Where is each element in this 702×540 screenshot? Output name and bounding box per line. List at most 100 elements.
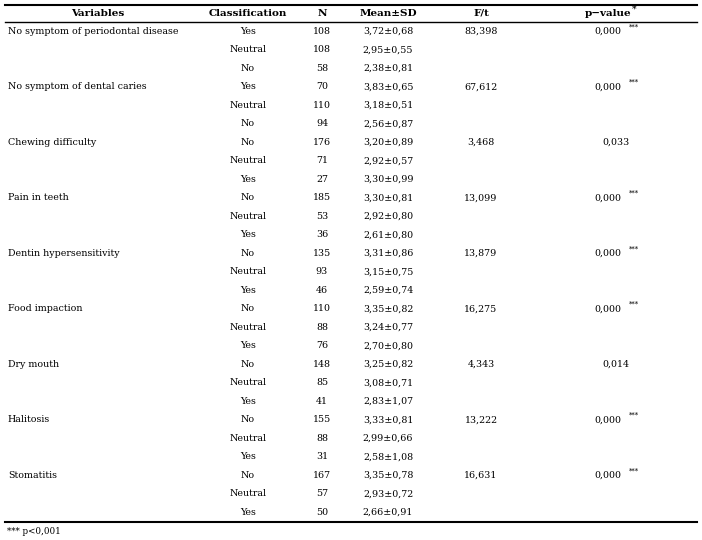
Text: 0,000: 0,000 [595, 471, 621, 480]
Text: 31: 31 [316, 453, 328, 461]
Text: ***: *** [629, 301, 639, 309]
Text: Neutral: Neutral [230, 378, 267, 387]
Text: 88: 88 [316, 434, 328, 443]
Text: No: No [241, 119, 255, 128]
Text: Neutral: Neutral [230, 45, 267, 54]
Text: 3,31±0,86: 3,31±0,86 [363, 249, 413, 258]
Text: 3,20±0,89: 3,20±0,89 [363, 138, 413, 147]
Text: Yes: Yes [240, 27, 256, 36]
Text: ***: *** [629, 23, 639, 31]
Text: Yes: Yes [240, 453, 256, 461]
Text: No: No [241, 415, 255, 424]
Text: 108: 108 [313, 45, 331, 54]
Text: Classification: Classification [208, 9, 287, 18]
Text: 70: 70 [316, 82, 328, 91]
Text: Neutral: Neutral [230, 101, 267, 110]
Text: 16,275: 16,275 [465, 304, 498, 313]
Text: 148: 148 [313, 360, 331, 369]
Text: 13,099: 13,099 [464, 193, 498, 202]
Text: Neutral: Neutral [230, 156, 267, 165]
Text: 3,33±0,81: 3,33±0,81 [363, 415, 413, 424]
Text: 2,70±0,80: 2,70±0,80 [363, 341, 413, 350]
Text: Neutral: Neutral [230, 212, 267, 221]
Text: 3,35±0,82: 3,35±0,82 [363, 304, 413, 313]
Text: 2,93±0,72: 2,93±0,72 [363, 489, 413, 498]
Text: 41: 41 [316, 397, 328, 406]
Text: Yes: Yes [240, 397, 256, 406]
Text: ***: *** [629, 245, 639, 253]
Text: 3,18±0,51: 3,18±0,51 [363, 101, 413, 110]
Text: F/t: F/t [473, 9, 489, 18]
Text: Stomatitis: Stomatitis [8, 471, 57, 480]
Text: 0,000: 0,000 [595, 82, 621, 91]
Text: 0,000: 0,000 [595, 193, 621, 202]
Text: 0,014: 0,014 [602, 360, 630, 369]
Text: Neutral: Neutral [230, 323, 267, 332]
Text: 3,08±0,71: 3,08±0,71 [363, 378, 413, 387]
Text: *** p<0,001: *** p<0,001 [7, 528, 61, 537]
Text: 67,612: 67,612 [465, 82, 498, 91]
Text: 2,99±0,66: 2,99±0,66 [363, 434, 413, 443]
Text: Yes: Yes [240, 175, 256, 184]
Text: 110: 110 [313, 304, 331, 313]
Text: ***: *** [629, 79, 639, 87]
Text: 93: 93 [316, 267, 328, 276]
Text: 2,92±0,57: 2,92±0,57 [363, 156, 413, 165]
Text: 2,95±0,55: 2,95±0,55 [363, 45, 413, 54]
Text: 3,25±0,82: 3,25±0,82 [363, 360, 413, 369]
Text: 0,000: 0,000 [595, 415, 621, 424]
Text: 3,15±0,75: 3,15±0,75 [363, 267, 413, 276]
Text: 36: 36 [316, 230, 328, 239]
Text: 155: 155 [313, 415, 331, 424]
Text: 2,61±0,80: 2,61±0,80 [363, 230, 413, 239]
Text: 3,468: 3,468 [468, 138, 495, 147]
Text: Dentin hypersensitivity: Dentin hypersensitivity [8, 249, 119, 258]
Text: *: * [632, 5, 636, 14]
Text: Yes: Yes [240, 341, 256, 350]
Text: No: No [241, 360, 255, 369]
Text: 2,59±0,74: 2,59±0,74 [363, 286, 413, 295]
Text: Variables: Variables [72, 9, 125, 18]
Text: 13,222: 13,222 [465, 415, 498, 424]
Text: Dry mouth: Dry mouth [8, 360, 59, 369]
Text: N: N [317, 9, 326, 18]
Text: 16,631: 16,631 [464, 471, 498, 480]
Text: 2,56±0,87: 2,56±0,87 [363, 119, 413, 128]
Text: Yes: Yes [240, 82, 256, 91]
Text: 185: 185 [313, 193, 331, 202]
Text: 88: 88 [316, 323, 328, 332]
Text: p−value: p−value [585, 9, 631, 18]
Text: 3,24±0,77: 3,24±0,77 [363, 323, 413, 332]
Text: ***: *** [629, 411, 639, 420]
Text: 50: 50 [316, 508, 328, 517]
Text: No: No [241, 471, 255, 480]
Text: 83,398: 83,398 [464, 27, 498, 36]
Text: No symptom of periodontal disease: No symptom of periodontal disease [8, 27, 178, 36]
Text: 3,83±0,65: 3,83±0,65 [363, 82, 413, 91]
Text: Yes: Yes [240, 508, 256, 517]
Text: 0,000: 0,000 [595, 27, 621, 36]
Text: Chewing difficulty: Chewing difficulty [8, 138, 96, 147]
Text: 3,72±0,68: 3,72±0,68 [363, 27, 413, 36]
Text: Neutral: Neutral [230, 267, 267, 276]
Text: Yes: Yes [240, 230, 256, 239]
Text: No: No [241, 304, 255, 313]
Text: 3,30±0,81: 3,30±0,81 [363, 193, 413, 202]
Text: 110: 110 [313, 101, 331, 110]
Text: 135: 135 [313, 249, 331, 258]
Text: 3,30±0,99: 3,30±0,99 [363, 175, 413, 184]
Text: No: No [241, 64, 255, 73]
Text: Food impaction: Food impaction [8, 304, 83, 313]
Text: 0,000: 0,000 [595, 249, 621, 258]
Text: 85: 85 [316, 378, 328, 387]
Text: 2,92±0,80: 2,92±0,80 [363, 212, 413, 221]
Text: 94: 94 [316, 119, 328, 128]
Text: 71: 71 [316, 156, 328, 165]
Text: 2,38±0,81: 2,38±0,81 [363, 64, 413, 73]
Text: 76: 76 [316, 341, 328, 350]
Text: 46: 46 [316, 286, 328, 295]
Text: 176: 176 [313, 138, 331, 147]
Text: 3,35±0,78: 3,35±0,78 [363, 471, 413, 480]
Text: 0,000: 0,000 [595, 304, 621, 313]
Text: 57: 57 [316, 489, 328, 498]
